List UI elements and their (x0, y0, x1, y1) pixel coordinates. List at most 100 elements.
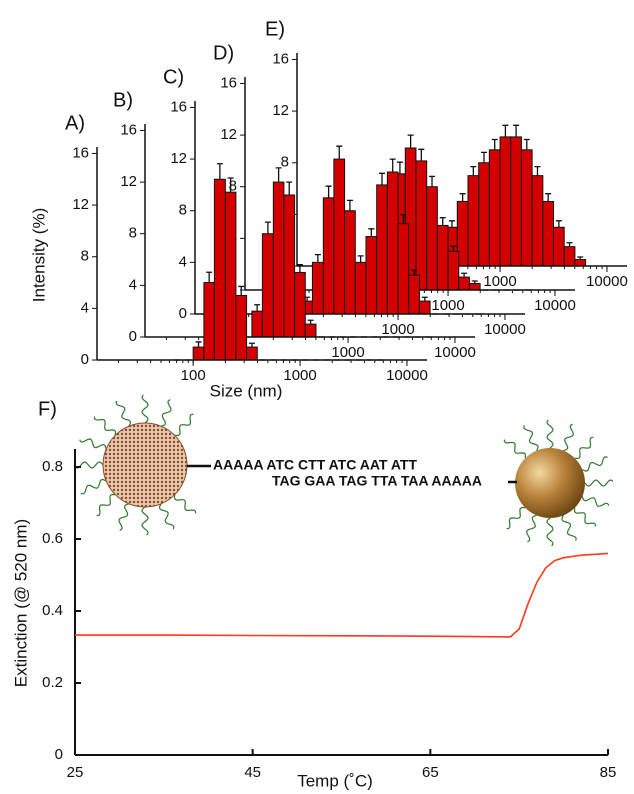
dna-strand (506, 507, 526, 530)
x-tick-label: 10000 (484, 321, 526, 338)
dna-strand (93, 416, 117, 436)
y-tick-label: 8 (81, 248, 89, 265)
error-bar (429, 175, 436, 187)
dna-strand (581, 496, 610, 507)
error-bar (523, 138, 530, 150)
bar (510, 136, 522, 267)
dna-strand (563, 423, 574, 452)
bar (397, 223, 410, 315)
dna-strand (80, 479, 107, 495)
dna-strand (523, 425, 539, 451)
dna-strand (561, 515, 577, 541)
error-bar (481, 151, 488, 163)
panel-label: A) (65, 112, 85, 134)
error-bar (459, 193, 466, 202)
error-bar (227, 177, 234, 193)
error-bar (545, 193, 552, 202)
y-tick-label: 0 (81, 351, 89, 368)
bar (488, 149, 501, 267)
x-tick-label: 1000 (381, 321, 414, 338)
x-tick-label: 1000 (431, 297, 464, 314)
dna-strand (174, 413, 194, 437)
error-bar (400, 213, 407, 224)
error-bar (216, 163, 223, 180)
y-tick-label: 4 (179, 253, 187, 270)
y-tick-label: 16 (220, 74, 237, 91)
bar (553, 226, 565, 267)
dna-strand (115, 400, 131, 427)
bar (213, 178, 226, 361)
histogram-panel: 0481216100010000E) (265, 18, 628, 290)
porous-particle (102, 422, 188, 508)
dna-strand (96, 493, 116, 517)
bar (415, 160, 428, 291)
error-bar (368, 228, 375, 237)
error-bar (439, 217, 446, 226)
error-bar (275, 167, 282, 183)
bar (322, 197, 335, 315)
dna-strand (118, 503, 130, 531)
x-axis-label: Temp (˚C) (297, 771, 373, 790)
y-tick-label: 8 (281, 154, 289, 171)
bar (192, 346, 205, 361)
error-bar (407, 134, 414, 148)
panel-label: D) (213, 42, 234, 64)
bar (261, 233, 274, 338)
x-tick-label: 10000 (534, 297, 576, 314)
y-tick-label: 8 (179, 202, 187, 219)
dna-strand (526, 514, 537, 543)
error-bar (336, 145, 343, 160)
bar (311, 261, 324, 315)
dna-strand (159, 503, 175, 530)
bar (563, 246, 576, 267)
dna-strand (546, 517, 554, 547)
y-tick-label: 12 (72, 196, 89, 213)
dna-strands (74, 394, 614, 547)
panel-label: F) (38, 398, 57, 420)
error-bar (206, 271, 213, 283)
y-tick-label: 12 (170, 150, 187, 167)
error-bar (396, 161, 403, 174)
error-bar (534, 165, 541, 176)
bar (574, 259, 587, 267)
dna-strand (574, 507, 597, 527)
dna-sequence: AAAAA ATC CTT ATC AAT ATT (213, 457, 417, 473)
bar (436, 224, 449, 291)
y-tick-label: 0.2 (42, 674, 63, 691)
bar (499, 136, 512, 267)
bar (376, 184, 388, 315)
x-tick-label: 65 (422, 764, 439, 781)
x-tick-label: 25 (67, 764, 84, 781)
x-tick-label: 100 (181, 367, 206, 384)
bar (203, 282, 215, 361)
error-bar (421, 296, 428, 302)
dna-strand (173, 494, 197, 514)
error-bar (450, 245, 457, 252)
x-tick-label: 85 (600, 764, 617, 781)
x-tick-label: 10000 (586, 273, 628, 290)
y-tick-label: 0.6 (42, 530, 63, 547)
x-tick-label: 1000 (283, 367, 316, 384)
y-tick-label: 0.8 (42, 458, 63, 475)
error-bar (195, 341, 202, 348)
dna-strand (546, 419, 554, 449)
bar (447, 250, 460, 291)
error-bar (264, 221, 271, 234)
error-bar (461, 272, 468, 278)
y-tick-label: 0.4 (42, 602, 63, 619)
dna-strand (141, 394, 149, 424)
bar (408, 274, 420, 315)
bar (246, 346, 258, 361)
bar (251, 310, 263, 338)
error-bar (389, 158, 396, 172)
dna-strand (503, 439, 526, 459)
gold-particle (515, 448, 585, 518)
y-tick-label: 8 (129, 225, 137, 242)
error-bar (566, 242, 573, 247)
dna-strand (141, 506, 149, 536)
error-bar (314, 253, 321, 263)
error-bar (448, 220, 455, 228)
error-bar (254, 304, 261, 312)
